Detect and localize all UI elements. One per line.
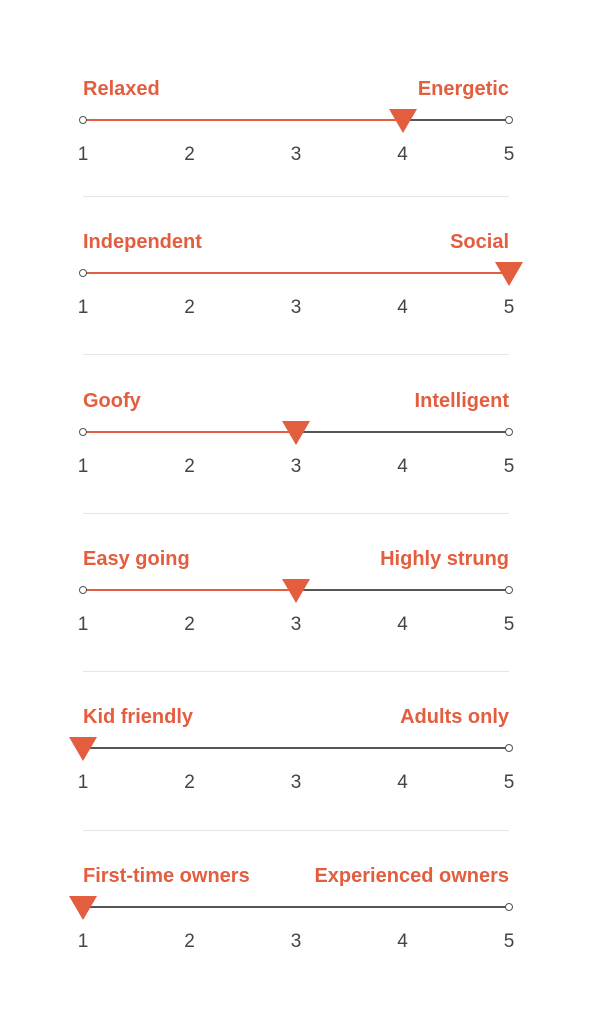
- tick-label: 3: [290, 144, 302, 165]
- scale-track: [79, 743, 513, 752]
- left-label: Independent: [83, 231, 202, 253]
- value-marker: [282, 421, 310, 445]
- scale-track: [79, 115, 513, 124]
- track-start-dot: [79, 427, 87, 436]
- tick-label: 5: [503, 297, 515, 318]
- tick-label: 1: [77, 772, 89, 793]
- scale-track: [79, 902, 513, 911]
- scale-fill: [83, 119, 403, 121]
- tick-labels: 1 2 3 4 5: [78, 143, 515, 167]
- value-marker: [69, 737, 97, 761]
- track-start-dot: [79, 585, 87, 594]
- divider: [83, 196, 509, 197]
- tick-label: 2: [184, 456, 195, 477]
- value-marker: [495, 262, 523, 286]
- scale-labels: First-time owners Experienced owners: [83, 864, 509, 892]
- divider: [83, 830, 509, 831]
- divider: [83, 513, 509, 514]
- divider: [83, 354, 509, 355]
- tick-label: 2: [184, 772, 195, 793]
- tick-label: 2: [184, 297, 195, 318]
- tick-labels: 1 2 3 4 5: [78, 613, 515, 637]
- value-marker: [388, 109, 417, 133]
- left-label: First-time owners: [83, 865, 250, 887]
- value-marker: [69, 896, 97, 920]
- tick-label: 3: [290, 614, 302, 635]
- tick-labels: 1 2 3 4 5: [78, 296, 515, 320]
- tick-label: 3: [290, 772, 302, 793]
- tick-label: 1: [77, 456, 89, 477]
- right-label: Experienced owners: [314, 865, 509, 887]
- track-end-dot: [505, 427, 513, 436]
- tick-label: 3: [290, 297, 302, 318]
- tick-label: 4: [397, 297, 408, 318]
- tick-label: 4: [397, 931, 408, 952]
- right-label: Intelligent: [414, 390, 509, 412]
- tick-labels: 1 2 3 4 5: [78, 771, 515, 795]
- left-label: Kid friendly: [83, 706, 194, 728]
- left-label: Goofy: [83, 390, 141, 412]
- scale-labels: Goofy Intelligent: [83, 389, 509, 417]
- tick-label: 5: [503, 456, 515, 477]
- scale-fill: [83, 272, 509, 274]
- scale-labels: Relaxed Energetic: [83, 77, 509, 105]
- tick-label: 1: [77, 297, 89, 318]
- divider: [83, 671, 509, 672]
- right-label: Adults only: [400, 706, 509, 728]
- tick-label: 5: [503, 772, 515, 793]
- tick-label: 3: [290, 931, 302, 952]
- scale-fill: [83, 431, 296, 433]
- tick-label: 3: [290, 456, 302, 477]
- left-label: Relaxed: [83, 78, 160, 100]
- tick-label: 4: [397, 614, 408, 635]
- track-end-dot: [505, 585, 513, 594]
- track-start-dot: [79, 268, 87, 277]
- track-end-dot: [505, 743, 513, 752]
- tick-labels: 1 2 3 4 5: [78, 930, 515, 954]
- tick-label: 4: [397, 456, 408, 477]
- scale-fill: [83, 589, 296, 591]
- tick-label: 1: [77, 614, 89, 635]
- tick-label: 5: [503, 144, 515, 165]
- right-label: Energetic: [417, 78, 509, 100]
- tick-label: 5: [503, 614, 515, 635]
- scale-labels: Independent Social: [83, 230, 509, 258]
- value-marker: [282, 579, 310, 603]
- track-end-dot: [505, 902, 513, 911]
- scale-labels: Easy going Highly strung: [83, 547, 509, 575]
- tick-label: 5: [503, 931, 515, 952]
- track-start-dot: [79, 115, 87, 124]
- tick-label: 1: [77, 144, 89, 165]
- tick-label: 4: [397, 772, 408, 793]
- right-label: Social: [450, 231, 509, 253]
- tick-label: 2: [184, 144, 195, 165]
- tick-label: 2: [184, 614, 195, 635]
- tick-label: 2: [184, 931, 195, 952]
- right-label: Highly strung: [380, 548, 509, 570]
- tick-label: 1: [77, 931, 89, 952]
- scale-labels: Kid friendly Adults only: [83, 705, 509, 733]
- left-label: Easy going: [83, 548, 190, 570]
- tick-labels: 1 2 3 4 5: [78, 455, 515, 479]
- scale-track: [79, 268, 513, 277]
- track-end-dot: [505, 115, 513, 124]
- tick-label: 4: [397, 144, 408, 165]
